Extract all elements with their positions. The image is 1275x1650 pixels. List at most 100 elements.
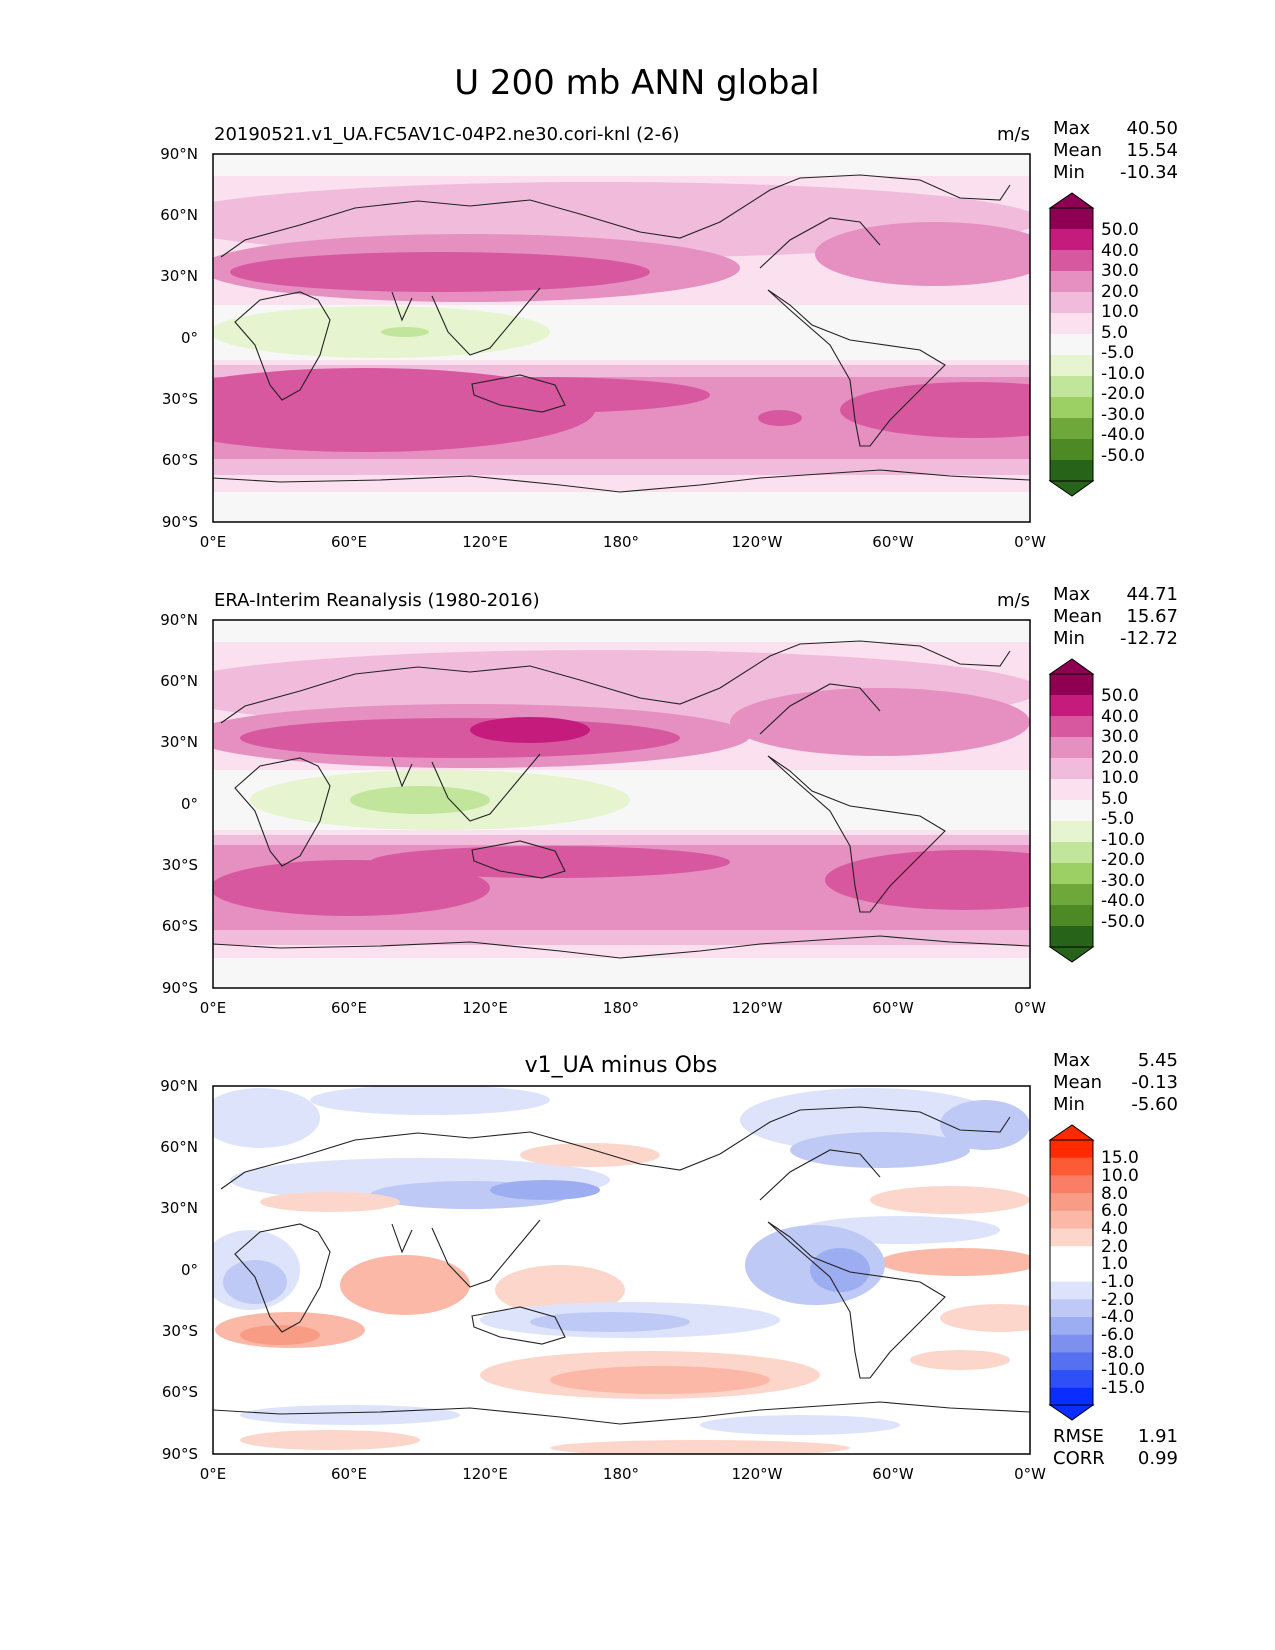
lat-tick-label: 30°N: [160, 1199, 198, 1217]
colorbar-tick-label: 10.0: [1101, 1166, 1139, 1186]
lon-tick-label: 60°W: [872, 1465, 914, 1483]
colorbar-tick-label: 30.0: [1101, 261, 1139, 281]
colorbar-swatches: [1049, 673, 1094, 948]
lat-tick-label: 90°S: [162, 979, 198, 997]
colorbar-tick-labels: 15.0 10.0 8.0 6.0 4.0 2.0 1.0 -1.0 -2.0 …: [1101, 1148, 1145, 1398]
colorbar-extend-max: [1048, 1124, 1095, 1141]
colorbar-swatch: [1050, 1299, 1093, 1318]
lon-tick-labels: 0°E 60°E 120°E 180° 120°W 60°W 0°W: [200, 533, 1046, 551]
contour-band-pos: [240, 1430, 420, 1450]
lat-tick-label: 0°: [181, 795, 198, 813]
colorbar-tick-label: -40.0: [1101, 891, 1145, 911]
colorbar-tick-label: -1.0: [1101, 1272, 1134, 1292]
lat-tick-label: 90°N: [160, 611, 198, 629]
lon-tick-label: 0°W: [1014, 533, 1046, 551]
panel-title: 20190521.v1_UA.FC5AV1C-04P2.ne30.cori-kn…: [214, 124, 680, 145]
colorbar-swatch: [1050, 863, 1093, 885]
colorbar-tick-label: 40.0: [1101, 707, 1139, 727]
stat-value: 15.54: [1126, 140, 1178, 161]
contour-band-neg: [700, 1415, 900, 1435]
metric-label: CORR: [1053, 1448, 1105, 1469]
contour-map: [213, 1086, 1030, 1454]
colorbar-swatch: [1050, 1210, 1093, 1230]
lat-tick-label: 60°N: [160, 206, 198, 224]
colorbar-tick-label: -30.0: [1101, 871, 1145, 891]
colorbar-swatch: [1050, 1334, 1093, 1353]
contour-band-30-40: [230, 252, 650, 292]
contour-band-30-40: [370, 846, 730, 878]
lon-tick-label: 120°W: [732, 533, 783, 551]
stat-label: Min: [1053, 628, 1085, 649]
lon-tick-label: 120°E: [462, 999, 508, 1017]
contour-band-40-50: [470, 717, 590, 743]
colorbar: 15.0 10.0 8.0 6.0 4.0 2.0 1.0 -1.0 -2.0 …: [1048, 1124, 1145, 1421]
colorbar-swatch: [1050, 439, 1093, 461]
lat-tick-labels: 90°N 60°N 30°N 0° 30°S 60°S 90°S: [160, 1077, 198, 1463]
colorbar-tick-label: -20.0: [1101, 850, 1145, 870]
colorbar-swatch: [1050, 1352, 1093, 1371]
colorbar-tick-label: -10.0: [1101, 364, 1145, 384]
colorbar-tick-label: 10.0: [1101, 768, 1139, 788]
lon-tick-label: 60°W: [872, 533, 914, 551]
stat-label: Mean: [1053, 140, 1102, 161]
contour-band-neg: [530, 1312, 690, 1332]
colorbar-extend-min: [1048, 480, 1095, 497]
contour-band-polar: [213, 492, 1030, 522]
contour-band-pos: [880, 1248, 1030, 1276]
stat-value: 40.50: [1126, 118, 1178, 139]
lat-tick-label: 90°S: [162, 513, 198, 531]
contour-band-pos: [870, 1186, 1030, 1214]
lat-tick-label: 0°: [181, 329, 198, 347]
units-label: m/s: [997, 124, 1030, 145]
colorbar-swatch: [1050, 460, 1093, 482]
panel-difference: v1_UA minus Obs Max 5.45 Mean -0.13 Min …: [160, 1050, 1178, 1483]
lat-tick-label: 0°: [181, 1261, 198, 1279]
contour-band-pos: [240, 1325, 320, 1345]
lon-tick-label: 120°W: [732, 999, 783, 1017]
contour-band-20-30: [815, 222, 1030, 286]
colorbar-tick-label: 30.0: [1101, 727, 1139, 747]
lon-tick-label: 0°W: [1014, 999, 1046, 1017]
colorbar-tick-label: -8.0: [1101, 1343, 1134, 1363]
colorbar-extend-min: [1048, 946, 1095, 963]
colorbar-tick-label: 4.0: [1101, 1219, 1128, 1239]
colorbar-extend-min: [1048, 1404, 1095, 1421]
contour-band-neg: [490, 1180, 600, 1200]
lat-tick-label: 90°N: [160, 145, 198, 163]
colorbar-tick-label: 15.0: [1101, 1148, 1139, 1168]
colorbar-swatch: [1050, 716, 1093, 738]
colorbar-swatch: [1050, 355, 1093, 377]
plot-frame: [212, 1085, 1031, 1455]
colorbar-tick-label: -30.0: [1101, 405, 1145, 425]
contour-band-pos: [550, 1366, 770, 1394]
stats-block: Max 40.50 Mean 15.54 Min -10.34: [1053, 118, 1178, 183]
colorbar-tick-label: -15.0: [1101, 1378, 1145, 1398]
contour-band-20-30: [730, 688, 1030, 756]
stat-label: Min: [1053, 1094, 1085, 1115]
colorbar-tick-label: -4.0: [1101, 1307, 1134, 1327]
colorbar-tick-label: -5.0: [1101, 343, 1134, 363]
lat-tick-label: 60°N: [160, 672, 198, 690]
contour-band-neg: [213, 1088, 320, 1148]
colorbar-tick-label: 10.0: [1101, 302, 1139, 322]
contour-band-easterly-core: [350, 786, 490, 814]
colorbar-swatch: [1050, 1246, 1093, 1265]
metric-value: 1.91: [1138, 1426, 1178, 1447]
stats-block: Max 5.45 Mean -0.13 Min -5.60: [1053, 1050, 1178, 1115]
lon-tick-label: 120°W: [732, 1465, 783, 1483]
plot-frame: [212, 619, 1031, 989]
stat-label: Min: [1053, 162, 1085, 183]
contour-band-30-40: [825, 850, 1030, 910]
colorbar-swatches: [1049, 1139, 1094, 1407]
colorbar-tick-label: -6.0: [1101, 1325, 1134, 1345]
contour-band-neg: [810, 1248, 870, 1292]
colorbar-swatch: [1050, 250, 1093, 272]
colorbar-swatch: [1050, 397, 1093, 419]
colorbar-swatch: [1050, 884, 1093, 906]
colorbar-swatch: [1050, 376, 1093, 398]
contour-band-pos: [940, 1304, 1030, 1332]
colorbar-swatch: [1050, 1140, 1093, 1159]
colorbar-tick-label: 50.0: [1101, 220, 1139, 240]
contour-band-pos: [550, 1440, 850, 1454]
lat-tick-label: 30°S: [162, 856, 198, 874]
